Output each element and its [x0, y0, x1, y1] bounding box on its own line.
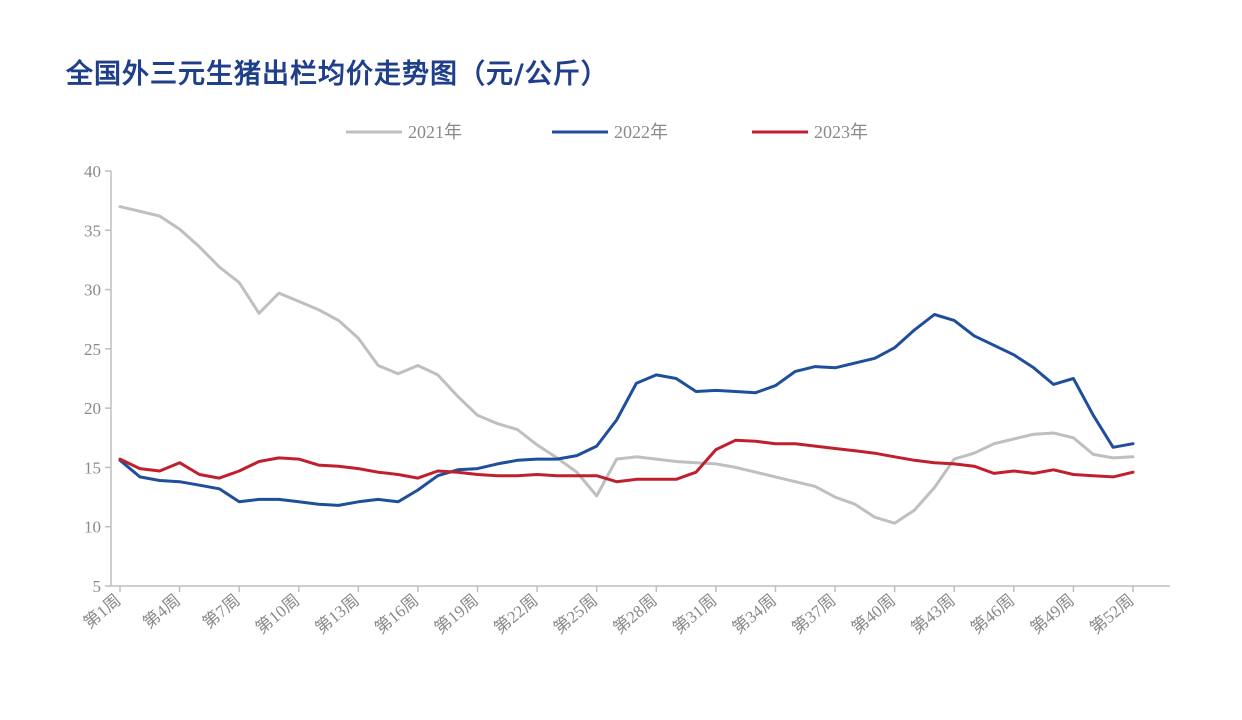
legend-label: 2021年 — [408, 122, 462, 142]
x-tick-label: 第34周 — [729, 591, 780, 638]
series-line-2023 — [118, 438, 1135, 484]
y-tick-label: 30 — [84, 281, 101, 300]
y-tick-label: 20 — [84, 399, 101, 418]
x-tick-label: 第28周 — [610, 591, 661, 638]
x-tick-label: 第10周 — [252, 591, 303, 638]
y-tick-label: 25 — [84, 340, 101, 359]
x-tick-label: 第25周 — [550, 591, 601, 638]
x-tick-label: 第16周 — [371, 591, 422, 638]
x-tick-label: 第19周 — [431, 591, 482, 638]
x-tick-label: 第37周 — [788, 591, 839, 638]
y-tick-label: 35 — [84, 221, 101, 240]
x-tick-label: 第49周 — [1027, 591, 1078, 638]
x-tick-label: 第13周 — [312, 591, 363, 638]
y-tick-label: 15 — [84, 458, 101, 477]
y-tick-label: 40 — [84, 162, 101, 181]
series-layer — [118, 205, 1135, 525]
series-line-2021 — [118, 205, 1135, 525]
y-tick-label: 10 — [84, 518, 101, 537]
x-tick-label: 第46周 — [967, 591, 1018, 638]
x-tick-label: 第1周 — [80, 591, 125, 633]
legend: 2021年 2022年 2023年 — [346, 122, 868, 142]
x-tick-label: 第7周 — [199, 591, 244, 633]
x-tick-label: 第4周 — [139, 591, 184, 633]
x-tick-label: 第52周 — [1086, 591, 1137, 638]
axes: 5 10 15 20 25 30 35 40 第1周 第4周 第7周 第10周 第13周 第16周 第19周… — [80, 162, 1170, 638]
y-tick-label: 5 — [93, 577, 102, 596]
x-tick-label: 第43周 — [908, 591, 959, 638]
x-tick-label: 第40周 — [848, 591, 899, 638]
x-tick-label: 第22周 — [490, 591, 541, 638]
legend-label: 2022年 — [614, 122, 668, 142]
chart-title: 全国外三元生猪出栏均价走势图（元/公斤） — [66, 59, 609, 90]
x-tick-label: 第31周 — [669, 591, 720, 638]
series-line-2022 — [118, 313, 1135, 507]
legend-label: 2023年 — [814, 122, 868, 142]
